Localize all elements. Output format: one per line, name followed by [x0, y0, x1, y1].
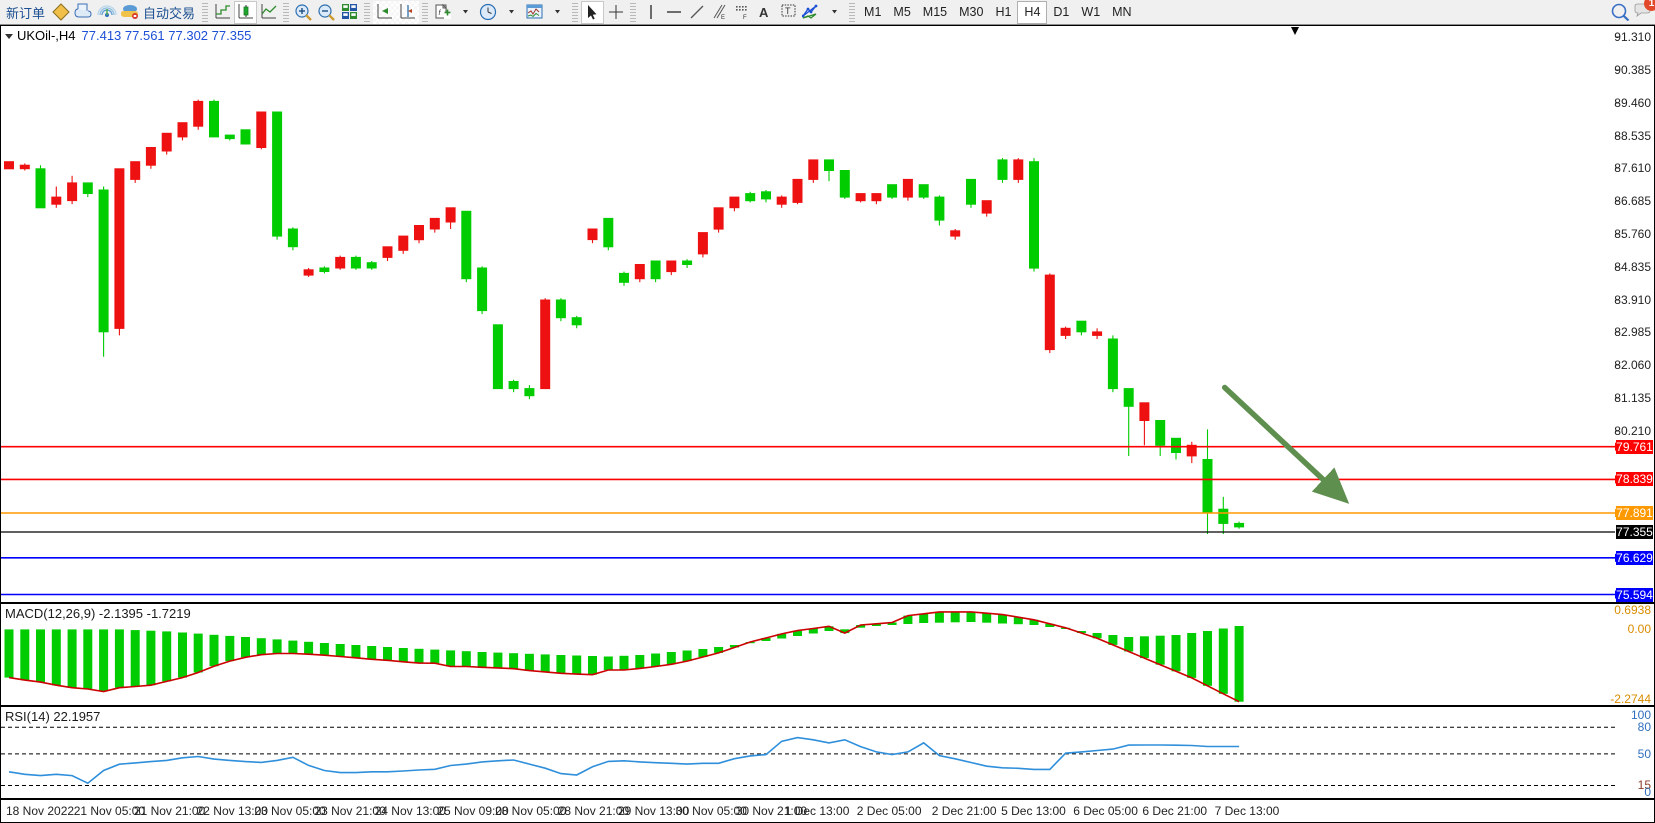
svg-text:A: A: [759, 5, 769, 20]
svg-text:81.135: 81.135: [1614, 391, 1651, 405]
svg-text:91.310: 91.310: [1614, 30, 1651, 44]
svg-text:80.210: 80.210: [1614, 424, 1651, 438]
svg-text:5 Dec 13:00: 5 Dec 13:00: [1001, 804, 1066, 818]
svg-text:0.6938: 0.6938: [1614, 604, 1651, 617]
svg-text:0: 0: [1644, 785, 1651, 799]
svg-text:F: F: [743, 15, 747, 21]
svg-text:2 Dec 21:00: 2 Dec 21:00: [932, 804, 997, 818]
svg-text:85.760: 85.760: [1614, 227, 1651, 241]
svg-text:87.610: 87.610: [1614, 161, 1651, 175]
svg-text:T: T: [785, 6, 791, 16]
svg-text:82.060: 82.060: [1614, 358, 1651, 372]
svg-text:6 Dec 05:00: 6 Dec 05:00: [1073, 804, 1138, 818]
svg-text:7 Dec 13:00: 7 Dec 13:00: [1215, 804, 1280, 818]
svg-text:2 Dec 05:00: 2 Dec 05:00: [857, 804, 922, 818]
svg-text:88.535: 88.535: [1614, 129, 1651, 143]
svg-text:90.385: 90.385: [1614, 63, 1651, 77]
svg-text:0.00: 0.00: [1628, 622, 1652, 636]
svg-text:24 Nov 13:00: 24 Nov 13:00: [375, 804, 447, 818]
svg-text:1 Dec 13:00: 1 Dec 13:00: [785, 804, 850, 818]
svg-text:18 Nov 2022: 18 Nov 2022: [6, 804, 74, 818]
svg-text:82.985: 82.985: [1614, 325, 1651, 339]
svg-text:6 Dec 21:00: 6 Dec 21:00: [1142, 804, 1207, 818]
svg-text:86.685: 86.685: [1614, 194, 1651, 208]
svg-text:89.460: 89.460: [1614, 96, 1651, 110]
svg-text:21 Nov 21:00: 21 Nov 21:00: [134, 804, 206, 818]
svg-text:E: E: [721, 15, 725, 21]
svg-text:80: 80: [1638, 720, 1652, 734]
svg-text:-2.2744: -2.2744: [1610, 692, 1651, 706]
svg-text:28 Nov 05:00: 28 Nov 05:00: [495, 804, 567, 818]
svg-text:50: 50: [1638, 747, 1652, 761]
svg-text:84.835: 84.835: [1614, 260, 1651, 274]
svg-text:83.910: 83.910: [1614, 293, 1651, 307]
